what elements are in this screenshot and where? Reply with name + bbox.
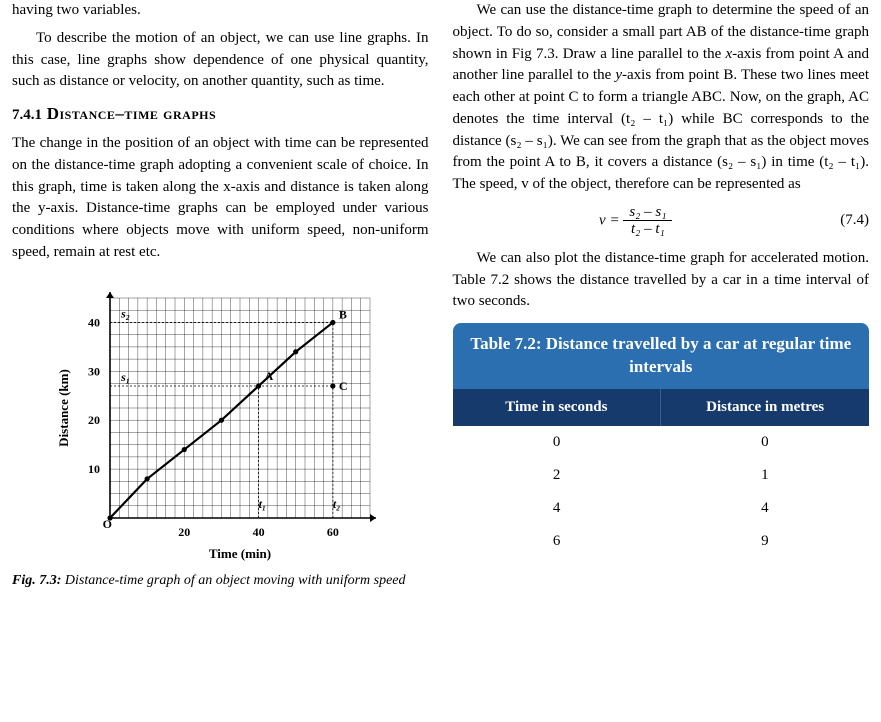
table-cell-time: 0	[453, 426, 661, 459]
figure-caption: Fig. 7.3: Distance-time graph of an obje…	[12, 572, 429, 591]
equation-number: (7.4)	[819, 212, 869, 229]
svg-text:30: 30	[88, 364, 100, 378]
table-header-row: Time in seconds Distance in metres	[453, 389, 870, 426]
table-cell-time: 2	[453, 459, 661, 492]
svg-text:A: A	[265, 369, 274, 383]
left-column: having two variables. To describe the mo…	[12, 0, 429, 596]
table-row: 69	[453, 525, 870, 558]
table-cell-distance: 1	[661, 459, 869, 492]
figure-7-3: 20 40 60 10 20 30 40 Time (min) Distance (km) A B C…	[50, 278, 390, 568]
section-title: Distance–time graphs	[47, 104, 217, 123]
fraction-numerator: s₂ – s₁	[623, 204, 672, 222]
svg-text:40: 40	[253, 525, 265, 539]
equation-lhs: v =	[599, 212, 620, 228]
table-7-2: Table 7.2: Distance travelled by a car a…	[453, 323, 870, 558]
svg-text:t₂: t₂	[333, 497, 341, 511]
equation-body: v = s₂ – s₁ t₂ – t₁	[453, 204, 820, 238]
svg-text:t₁: t₁	[259, 497, 267, 511]
svg-text:Time (min): Time (min)	[209, 546, 271, 561]
fraction-denominator: t₂ – t₁	[623, 221, 672, 238]
svg-text:40: 40	[88, 315, 100, 329]
svg-text:C: C	[339, 379, 348, 393]
svg-text:10: 10	[88, 462, 100, 476]
table-row: 00	[453, 426, 870, 459]
table-row: 44	[453, 492, 870, 525]
paragraph-accel: We can also plot the distance-time graph…	[453, 248, 870, 313]
table-row: 21	[453, 459, 870, 492]
table-cell-distance: 0	[661, 426, 869, 459]
paragraph-distance-time: The change in the position of an object …	[12, 133, 429, 264]
svg-text:O: O	[103, 516, 112, 530]
svg-text:60: 60	[327, 525, 339, 539]
svg-text:Distance (km): Distance (km)	[56, 369, 71, 447]
figure-caption-text: Distance-time graph of an object moving …	[65, 573, 406, 588]
table-cell-distance: 4	[661, 492, 869, 525]
table-title: Table 7.2: Distance travelled by a car a…	[453, 323, 870, 389]
table-cell-distance: 9	[661, 525, 869, 558]
paragraph-graph-explain: We can use the distance-time graph to de…	[453, 0, 870, 196]
section-number: 7.4.1	[12, 107, 42, 123]
table-cell-time: 6	[453, 525, 661, 558]
section-heading: 7.4.1 Distance–time graphs	[12, 103, 429, 125]
table-col2-header: Distance in metres	[661, 389, 869, 426]
svg-text:20: 20	[179, 525, 191, 539]
svg-text:20: 20	[88, 413, 100, 427]
figure-label: Fig. 7.3:	[12, 573, 61, 588]
svg-text:s₁: s₁	[120, 370, 130, 384]
paragraph-intro: To describe the motion of an object, we …	[12, 28, 429, 93]
svg-text:s₂: s₂	[120, 306, 130, 320]
equation-7-4: v = s₂ – s₁ t₂ – t₁ (7.4)	[453, 204, 870, 238]
table-cell-time: 4	[453, 492, 661, 525]
equation-fraction: s₂ – s₁ t₂ – t₁	[623, 204, 672, 238]
distance-time-chart: 20 40 60 10 20 30 40 Time (min) Distance (km) A B C…	[50, 278, 390, 568]
right-column: We can use the distance-time graph to de…	[453, 0, 870, 596]
paragraph-fragment-top: having two variables.	[12, 0, 429, 22]
table-col1-header: Time in seconds	[453, 389, 662, 426]
svg-text:B: B	[339, 307, 347, 321]
